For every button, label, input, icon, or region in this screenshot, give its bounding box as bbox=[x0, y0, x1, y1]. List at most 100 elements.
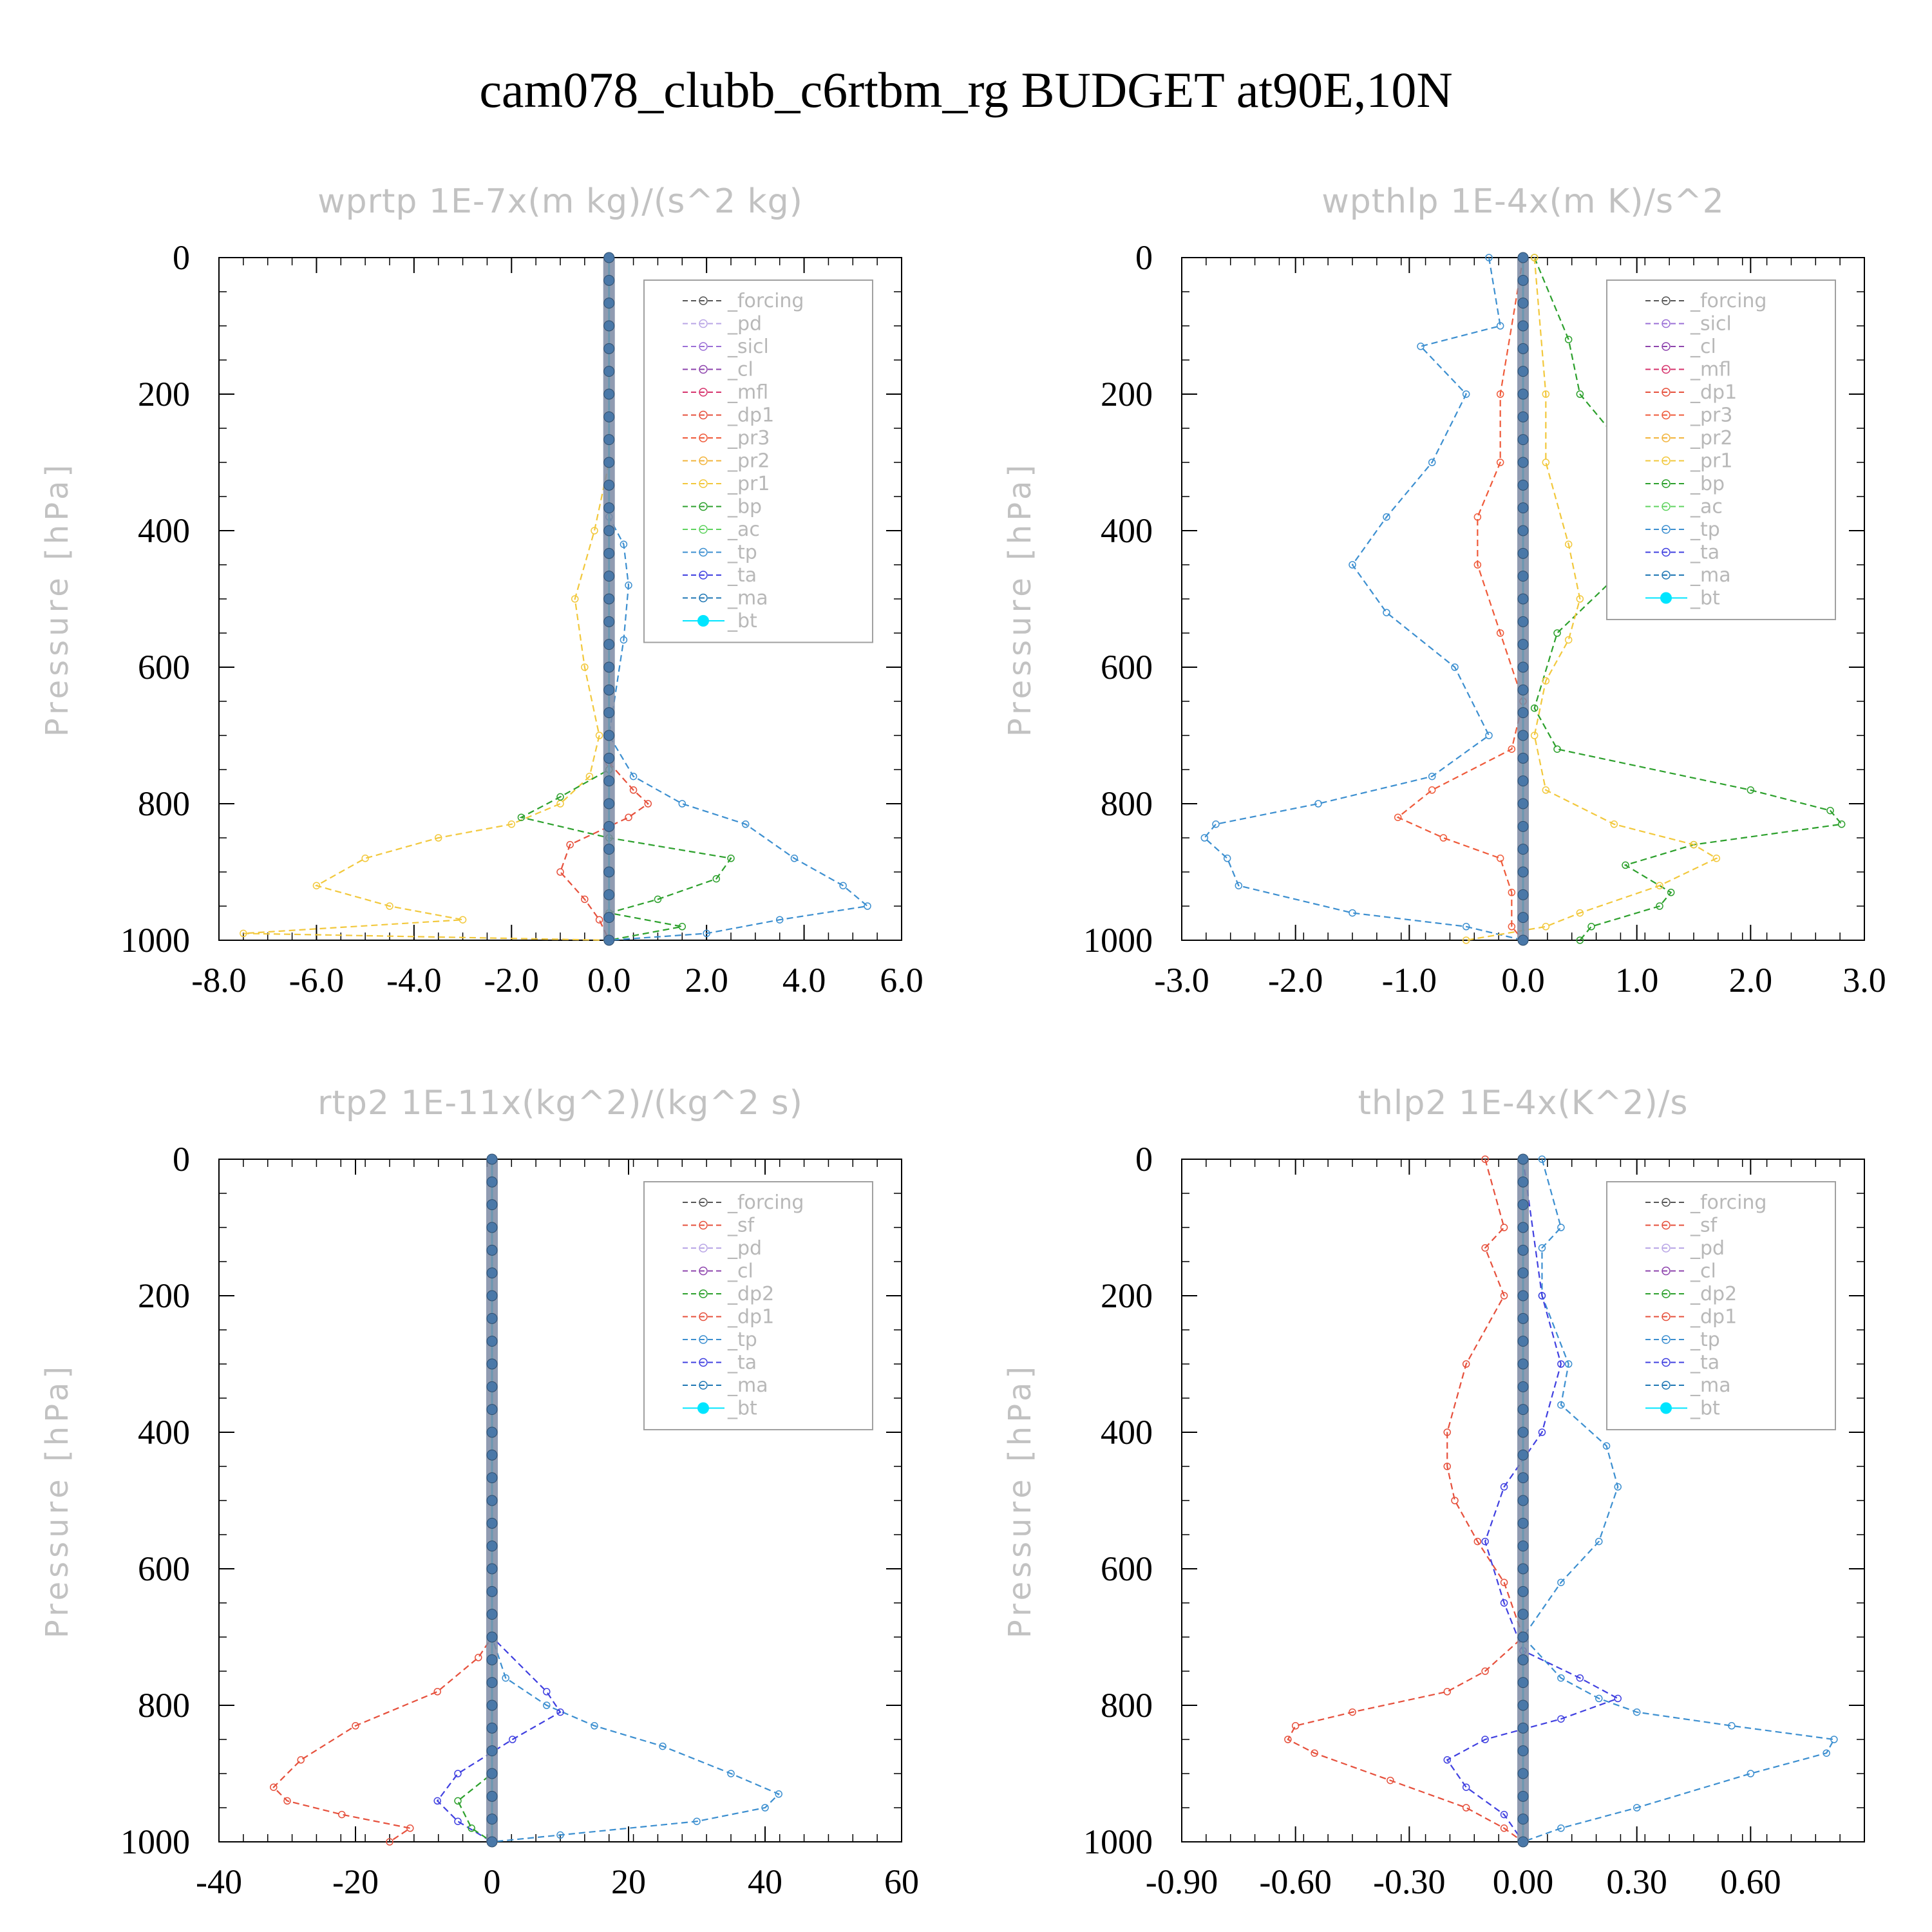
bt-marker bbox=[603, 502, 615, 514]
series-marker-tp bbox=[1235, 882, 1243, 889]
legend-label-cl: _cl bbox=[727, 1260, 753, 1283]
series-marker-dp1 bbox=[1481, 1155, 1489, 1163]
bt-marker bbox=[1517, 1495, 1529, 1506]
x-tick-label: 1.0 bbox=[1615, 961, 1659, 999]
legend-label-ta: _ta bbox=[727, 564, 757, 587]
series-marker-dp1 bbox=[475, 1654, 482, 1662]
y-tick-label: 400 bbox=[1101, 511, 1153, 550]
legend-marker-forcing bbox=[699, 296, 708, 305]
bt-marker bbox=[603, 934, 615, 946]
series-marker-tp bbox=[864, 902, 871, 910]
series-marker-dp1 bbox=[1462, 1804, 1470, 1812]
series-line-dp1 bbox=[272, 1159, 493, 1842]
bt-marker bbox=[1517, 1631, 1529, 1643]
series-marker-dp1 bbox=[1481, 1667, 1489, 1675]
bt-marker bbox=[1517, 1814, 1529, 1825]
series-marker-tp bbox=[790, 855, 799, 862]
legend-label-ta: _ta bbox=[1690, 1352, 1719, 1374]
x-tick-label: -2.0 bbox=[1268, 961, 1323, 999]
series-marker-bp bbox=[1837, 820, 1846, 828]
bt-marker bbox=[1517, 1426, 1529, 1438]
legend-marker-ta bbox=[699, 1358, 708, 1367]
bt-marker bbox=[603, 707, 615, 719]
bt-marker bbox=[1517, 752, 1529, 764]
bt-marker bbox=[486, 1700, 498, 1711]
bt-marker bbox=[1517, 274, 1529, 286]
series-marker-tp bbox=[761, 1804, 769, 1812]
series-marker-pr1 bbox=[1576, 595, 1584, 603]
bt-marker bbox=[486, 1814, 498, 1825]
legend-marker-pd bbox=[699, 319, 708, 328]
series-marker-pr1 bbox=[1610, 820, 1618, 828]
bt-marker bbox=[1517, 1563, 1529, 1575]
series-marker-tp bbox=[1557, 1578, 1565, 1586]
series-marker-pr3 bbox=[1496, 459, 1504, 466]
series-marker-dp1 bbox=[297, 1756, 305, 1764]
series-marker-pr3 bbox=[1508, 889, 1516, 896]
x-tick-label: 2.0 bbox=[1729, 961, 1773, 999]
bt-marker bbox=[603, 434, 615, 446]
bt-marker bbox=[1517, 502, 1529, 514]
series-marker-tp bbox=[556, 1831, 564, 1839]
legend-label-sicl: _sicl bbox=[727, 336, 769, 358]
series-marker-pr1 bbox=[1564, 540, 1573, 548]
x-tick-label: -8.0 bbox=[191, 961, 246, 999]
legend-marker-pd bbox=[1662, 1244, 1671, 1253]
x-tick-label: 0.30 bbox=[1606, 1862, 1667, 1901]
bt-marker bbox=[486, 1586, 498, 1597]
x-tick-label: -0.60 bbox=[1259, 1862, 1331, 1901]
series-marker-pr1 bbox=[361, 855, 369, 862]
series-marker-dp1 bbox=[556, 868, 564, 876]
legend-label-sf: _sf bbox=[1690, 1215, 1718, 1237]
series-marker-dp1 bbox=[1462, 1360, 1470, 1368]
legend-label-sicl: _sicl bbox=[1690, 313, 1732, 336]
x-tick-label: 6.0 bbox=[880, 961, 923, 999]
series-marker-tp bbox=[1595, 1537, 1603, 1546]
series-marker-tp bbox=[775, 1790, 782, 1798]
series-marker-pr1 bbox=[459, 916, 467, 923]
panel-title: wpthlp 1E-4x(m K)/s^2 bbox=[1321, 182, 1725, 221]
series-marker-tp bbox=[502, 1674, 509, 1682]
legend-marker-pr1 bbox=[1662, 456, 1671, 466]
series-marker-tp bbox=[839, 882, 847, 889]
legend-label-bt: _bt bbox=[727, 1397, 757, 1420]
y-axis-label: Pressure [hPa] bbox=[1002, 1363, 1038, 1638]
series-marker-dp1 bbox=[283, 1797, 291, 1805]
legend-label-pd: _pd bbox=[1690, 1237, 1725, 1260]
legend-marker-dp1 bbox=[1662, 1312, 1671, 1321]
legend-marker-dp1 bbox=[1662, 388, 1671, 397]
y-tick-label: 800 bbox=[1101, 1686, 1153, 1725]
bt-marker bbox=[1517, 1700, 1529, 1711]
bt-marker bbox=[1517, 1312, 1529, 1324]
y-tick-label: 0 bbox=[173, 1140, 190, 1179]
bt-marker bbox=[486, 1631, 498, 1643]
panel-2: wpthlp 1E-4x(m K)/s^2 Pressure [hPa] -3.0 -… bbox=[1002, 182, 1886, 999]
bt-marker bbox=[1517, 1654, 1529, 1665]
series-marker-pr1 bbox=[507, 820, 516, 828]
series-marker-bp bbox=[556, 793, 564, 801]
series-marker-tp bbox=[1428, 772, 1436, 781]
series-marker-pr1 bbox=[1462, 936, 1470, 944]
series-marker-tp bbox=[1602, 1442, 1611, 1450]
series-marker-bp bbox=[1826, 806, 1834, 815]
series-marker-tp bbox=[1823, 1749, 1830, 1757]
series-marker-pr1 bbox=[1530, 254, 1539, 261]
series-marker-dp1 bbox=[338, 1810, 346, 1819]
series-marker-tp bbox=[543, 1701, 551, 1709]
bt-marker bbox=[603, 479, 615, 491]
legend-label-ma: _ma bbox=[727, 587, 768, 610]
series-marker-tp bbox=[1417, 343, 1425, 350]
series-marker-pr3 bbox=[1496, 855, 1504, 862]
bt-marker bbox=[603, 366, 615, 377]
series-marker-dp1 bbox=[644, 800, 652, 808]
series-marker-bp bbox=[1622, 861, 1629, 869]
bt-marker bbox=[1517, 639, 1529, 650]
y-tick-label: 1000 bbox=[1083, 921, 1153, 960]
bt-marker bbox=[486, 1609, 498, 1620]
series-marker-pr1 bbox=[556, 800, 564, 808]
series-marker-pr1 bbox=[1530, 732, 1539, 739]
bt-marker bbox=[1517, 1244, 1529, 1256]
legend-label-dp2: _dp2 bbox=[727, 1283, 774, 1305]
legend-label-ma: _ma bbox=[727, 1374, 768, 1397]
series-marker-tp bbox=[1830, 1736, 1838, 1743]
